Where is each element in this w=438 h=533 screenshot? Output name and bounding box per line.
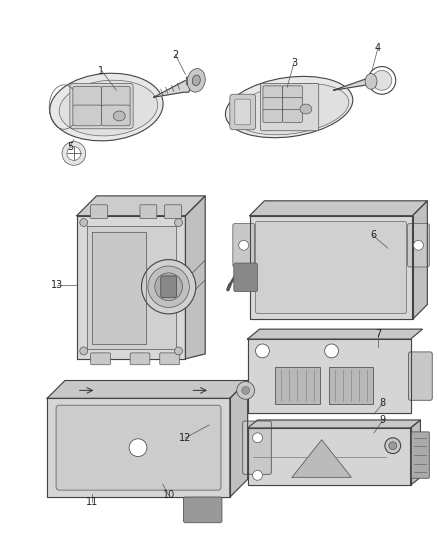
Polygon shape — [247, 339, 410, 413]
Text: 3: 3 — [291, 58, 297, 68]
Ellipse shape — [155, 273, 183, 301]
Polygon shape — [154, 80, 192, 97]
Text: 10: 10 — [162, 490, 175, 500]
Circle shape — [325, 344, 339, 358]
FancyBboxPatch shape — [73, 86, 102, 107]
Polygon shape — [77, 216, 185, 359]
Ellipse shape — [141, 260, 196, 314]
Text: 5: 5 — [67, 142, 73, 151]
Text: 1: 1 — [99, 66, 105, 76]
Text: 13: 13 — [51, 280, 63, 290]
FancyBboxPatch shape — [263, 98, 283, 110]
Polygon shape — [410, 420, 420, 485]
Ellipse shape — [187, 69, 205, 92]
Text: 9: 9 — [380, 415, 386, 425]
Circle shape — [389, 442, 397, 450]
FancyBboxPatch shape — [243, 421, 271, 474]
Ellipse shape — [148, 266, 189, 308]
Ellipse shape — [50, 73, 163, 141]
Text: 11: 11 — [85, 497, 98, 507]
Circle shape — [239, 240, 249, 250]
FancyBboxPatch shape — [230, 94, 255, 130]
FancyBboxPatch shape — [283, 86, 302, 99]
Text: 12: 12 — [179, 433, 191, 443]
Polygon shape — [247, 420, 420, 428]
Circle shape — [129, 439, 147, 457]
FancyBboxPatch shape — [73, 105, 102, 126]
Polygon shape — [187, 75, 200, 86]
Ellipse shape — [226, 76, 353, 138]
FancyBboxPatch shape — [263, 86, 283, 99]
Ellipse shape — [59, 80, 158, 136]
Text: 4: 4 — [375, 43, 381, 53]
FancyBboxPatch shape — [130, 353, 150, 365]
Circle shape — [62, 142, 86, 165]
FancyBboxPatch shape — [91, 353, 110, 365]
Text: 7: 7 — [375, 329, 381, 339]
Circle shape — [175, 219, 183, 227]
FancyBboxPatch shape — [255, 222, 406, 313]
FancyBboxPatch shape — [102, 105, 130, 126]
FancyBboxPatch shape — [412, 432, 429, 478]
Text: 2: 2 — [173, 50, 179, 60]
Polygon shape — [292, 440, 351, 477]
Polygon shape — [87, 225, 176, 349]
FancyBboxPatch shape — [102, 86, 130, 107]
FancyBboxPatch shape — [160, 353, 180, 365]
Ellipse shape — [300, 104, 312, 114]
Circle shape — [237, 382, 254, 399]
FancyBboxPatch shape — [56, 405, 221, 490]
FancyBboxPatch shape — [328, 367, 373, 404]
Polygon shape — [247, 329, 422, 339]
FancyBboxPatch shape — [70, 83, 133, 129]
Ellipse shape — [192, 75, 200, 86]
FancyBboxPatch shape — [263, 109, 283, 123]
FancyBboxPatch shape — [261, 83, 319, 131]
FancyBboxPatch shape — [408, 223, 429, 267]
Polygon shape — [333, 77, 372, 90]
FancyBboxPatch shape — [91, 205, 107, 219]
Ellipse shape — [372, 70, 392, 90]
Circle shape — [242, 386, 250, 394]
Circle shape — [80, 347, 88, 355]
FancyBboxPatch shape — [233, 223, 254, 267]
Polygon shape — [250, 216, 413, 319]
FancyBboxPatch shape — [161, 276, 177, 297]
Circle shape — [67, 147, 81, 160]
Polygon shape — [413, 201, 427, 319]
Polygon shape — [250, 201, 427, 216]
FancyBboxPatch shape — [275, 367, 320, 404]
Text: 8: 8 — [380, 398, 386, 408]
Polygon shape — [77, 196, 205, 216]
Circle shape — [413, 240, 424, 250]
FancyBboxPatch shape — [283, 109, 302, 123]
FancyBboxPatch shape — [234, 263, 258, 292]
Polygon shape — [47, 381, 247, 398]
Ellipse shape — [233, 83, 349, 135]
Polygon shape — [230, 381, 247, 497]
Circle shape — [253, 471, 262, 480]
Circle shape — [385, 438, 401, 454]
FancyBboxPatch shape — [283, 98, 302, 110]
Circle shape — [80, 219, 88, 227]
Polygon shape — [47, 398, 230, 497]
Ellipse shape — [113, 111, 125, 121]
FancyBboxPatch shape — [184, 497, 222, 523]
Polygon shape — [92, 232, 146, 344]
Circle shape — [175, 347, 183, 355]
Polygon shape — [185, 196, 205, 359]
Text: 6: 6 — [370, 230, 376, 240]
Polygon shape — [247, 428, 410, 485]
FancyBboxPatch shape — [165, 205, 181, 219]
Circle shape — [253, 433, 262, 443]
FancyBboxPatch shape — [409, 352, 432, 400]
FancyBboxPatch shape — [235, 99, 251, 125]
FancyBboxPatch shape — [140, 205, 157, 219]
Circle shape — [255, 344, 269, 358]
Ellipse shape — [365, 74, 377, 89]
